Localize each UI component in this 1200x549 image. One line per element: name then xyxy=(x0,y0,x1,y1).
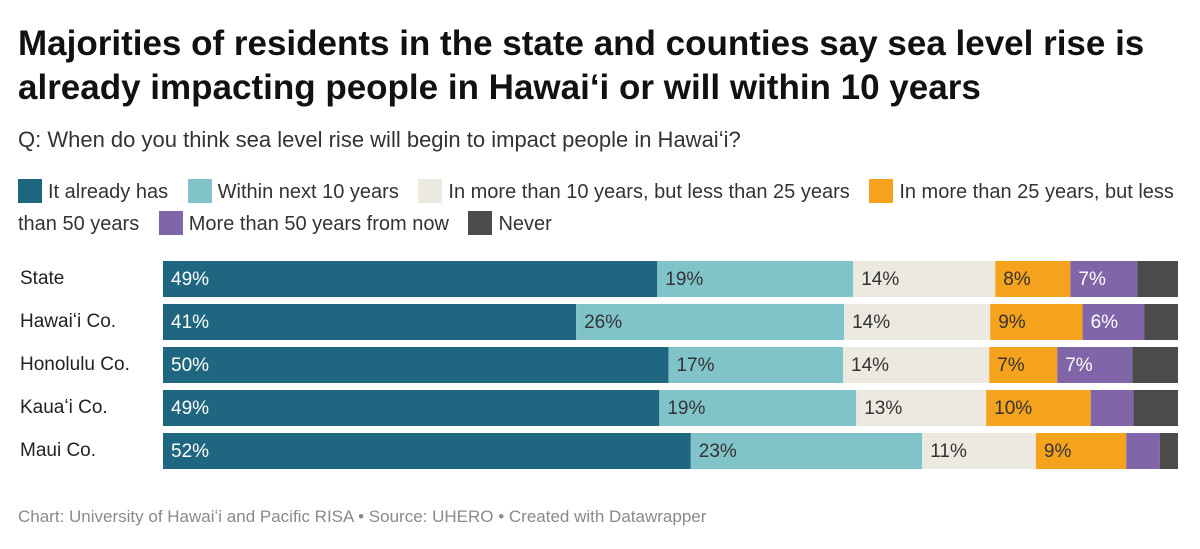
chart-footer: Chart: University of Hawaiʻi and Pacific… xyxy=(18,507,707,526)
legend-swatch xyxy=(158,211,183,235)
bar-segment xyxy=(986,390,1091,426)
value-label: 6% xyxy=(1091,312,1119,333)
category-label: State xyxy=(20,268,64,289)
chart-title: Majorities of residents in the state and… xyxy=(18,24,1145,107)
legend-item: Never xyxy=(468,211,552,235)
value-label: 19% xyxy=(665,269,703,290)
bar-segment xyxy=(1035,433,1127,469)
bar-segment xyxy=(659,390,857,426)
legend-swatch xyxy=(187,179,212,203)
legend-label: It already has xyxy=(48,181,169,203)
legend-item: It already has xyxy=(18,179,169,203)
bar-segment xyxy=(1070,261,1138,297)
value-label: 52% xyxy=(171,441,209,462)
legend: It already has Within next 10 years In m… xyxy=(18,176,1183,240)
legend-swatch xyxy=(18,179,42,203)
bar-segment xyxy=(853,261,996,297)
bar-segment xyxy=(1144,304,1178,340)
bar-segment xyxy=(668,347,844,383)
category-label: Kauaʻi Co. xyxy=(20,397,108,418)
value-label: 7% xyxy=(997,355,1025,376)
value-label: 50% xyxy=(171,355,209,376)
bar-segment xyxy=(922,433,1036,469)
value-label: 14% xyxy=(861,269,899,290)
bar-segment xyxy=(657,261,854,297)
value-label: 13% xyxy=(864,398,902,419)
bar-segment xyxy=(690,433,923,469)
value-label: 8% xyxy=(1003,269,1031,290)
value-label: 10% xyxy=(994,398,1032,419)
bar-segment xyxy=(163,261,658,297)
bar-segment xyxy=(163,390,660,426)
bar-segment xyxy=(1057,347,1133,383)
bar-segment xyxy=(1159,433,1178,469)
bar-segment xyxy=(1090,390,1134,426)
bar-segment xyxy=(1137,261,1178,297)
value-label: 26% xyxy=(584,312,622,333)
legend-item: Within next 10 years xyxy=(187,179,399,203)
legend-swatch xyxy=(418,179,443,203)
legend-label: Within next 10 years xyxy=(217,181,399,203)
value-label: 17% xyxy=(676,355,714,376)
value-label: 14% xyxy=(851,355,889,376)
category-label: Hawaiʻi Co. xyxy=(20,311,116,332)
bar-segment xyxy=(989,347,1058,383)
value-label: 49% xyxy=(171,398,209,419)
legend-label: Never xyxy=(498,213,552,235)
category-label: Honolulu Co. xyxy=(20,354,130,375)
bar-segment xyxy=(995,261,1071,297)
legend-label: In more than 25 years, but less than 50 … xyxy=(18,181,1174,235)
bar-segment xyxy=(163,304,577,340)
value-label: 49% xyxy=(171,269,209,290)
legend-swatch xyxy=(869,179,894,203)
bar-segment xyxy=(843,347,990,383)
value-label: 23% xyxy=(699,441,737,462)
value-label: 19% xyxy=(667,398,705,419)
bar-segment xyxy=(576,304,845,340)
value-label: 14% xyxy=(852,312,890,333)
bar-segment xyxy=(1126,433,1160,469)
bar-segment xyxy=(844,304,991,340)
bar-segment xyxy=(856,390,987,426)
bar-segment xyxy=(163,347,669,383)
bar-segment xyxy=(1082,304,1145,340)
value-label: 7% xyxy=(1065,355,1093,376)
legend-item: In more than 10 years, but less than 25 … xyxy=(418,179,850,203)
legend-item: In more than 25 years, but less than 50 … xyxy=(18,179,1174,235)
value-label: 41% xyxy=(171,312,209,333)
category-label: Maui Co. xyxy=(20,440,96,461)
legend-swatch xyxy=(468,211,493,235)
chart-subtitle: Q: When do you think sea level rise will… xyxy=(18,127,741,152)
legend-label: In more than 10 years, but less than 25 … xyxy=(448,181,850,203)
bar-segment xyxy=(1132,347,1178,383)
value-label: 7% xyxy=(1078,269,1106,290)
value-label: 9% xyxy=(998,312,1026,333)
bar-segment xyxy=(163,433,691,469)
value-label: 9% xyxy=(1044,441,1072,462)
bar-segment xyxy=(1133,390,1178,426)
value-label: 11% xyxy=(930,441,967,462)
bar-segment xyxy=(990,304,1083,340)
legend-label: More than 50 years from now xyxy=(188,213,449,235)
legend-item: More than 50 years from now xyxy=(158,211,449,235)
